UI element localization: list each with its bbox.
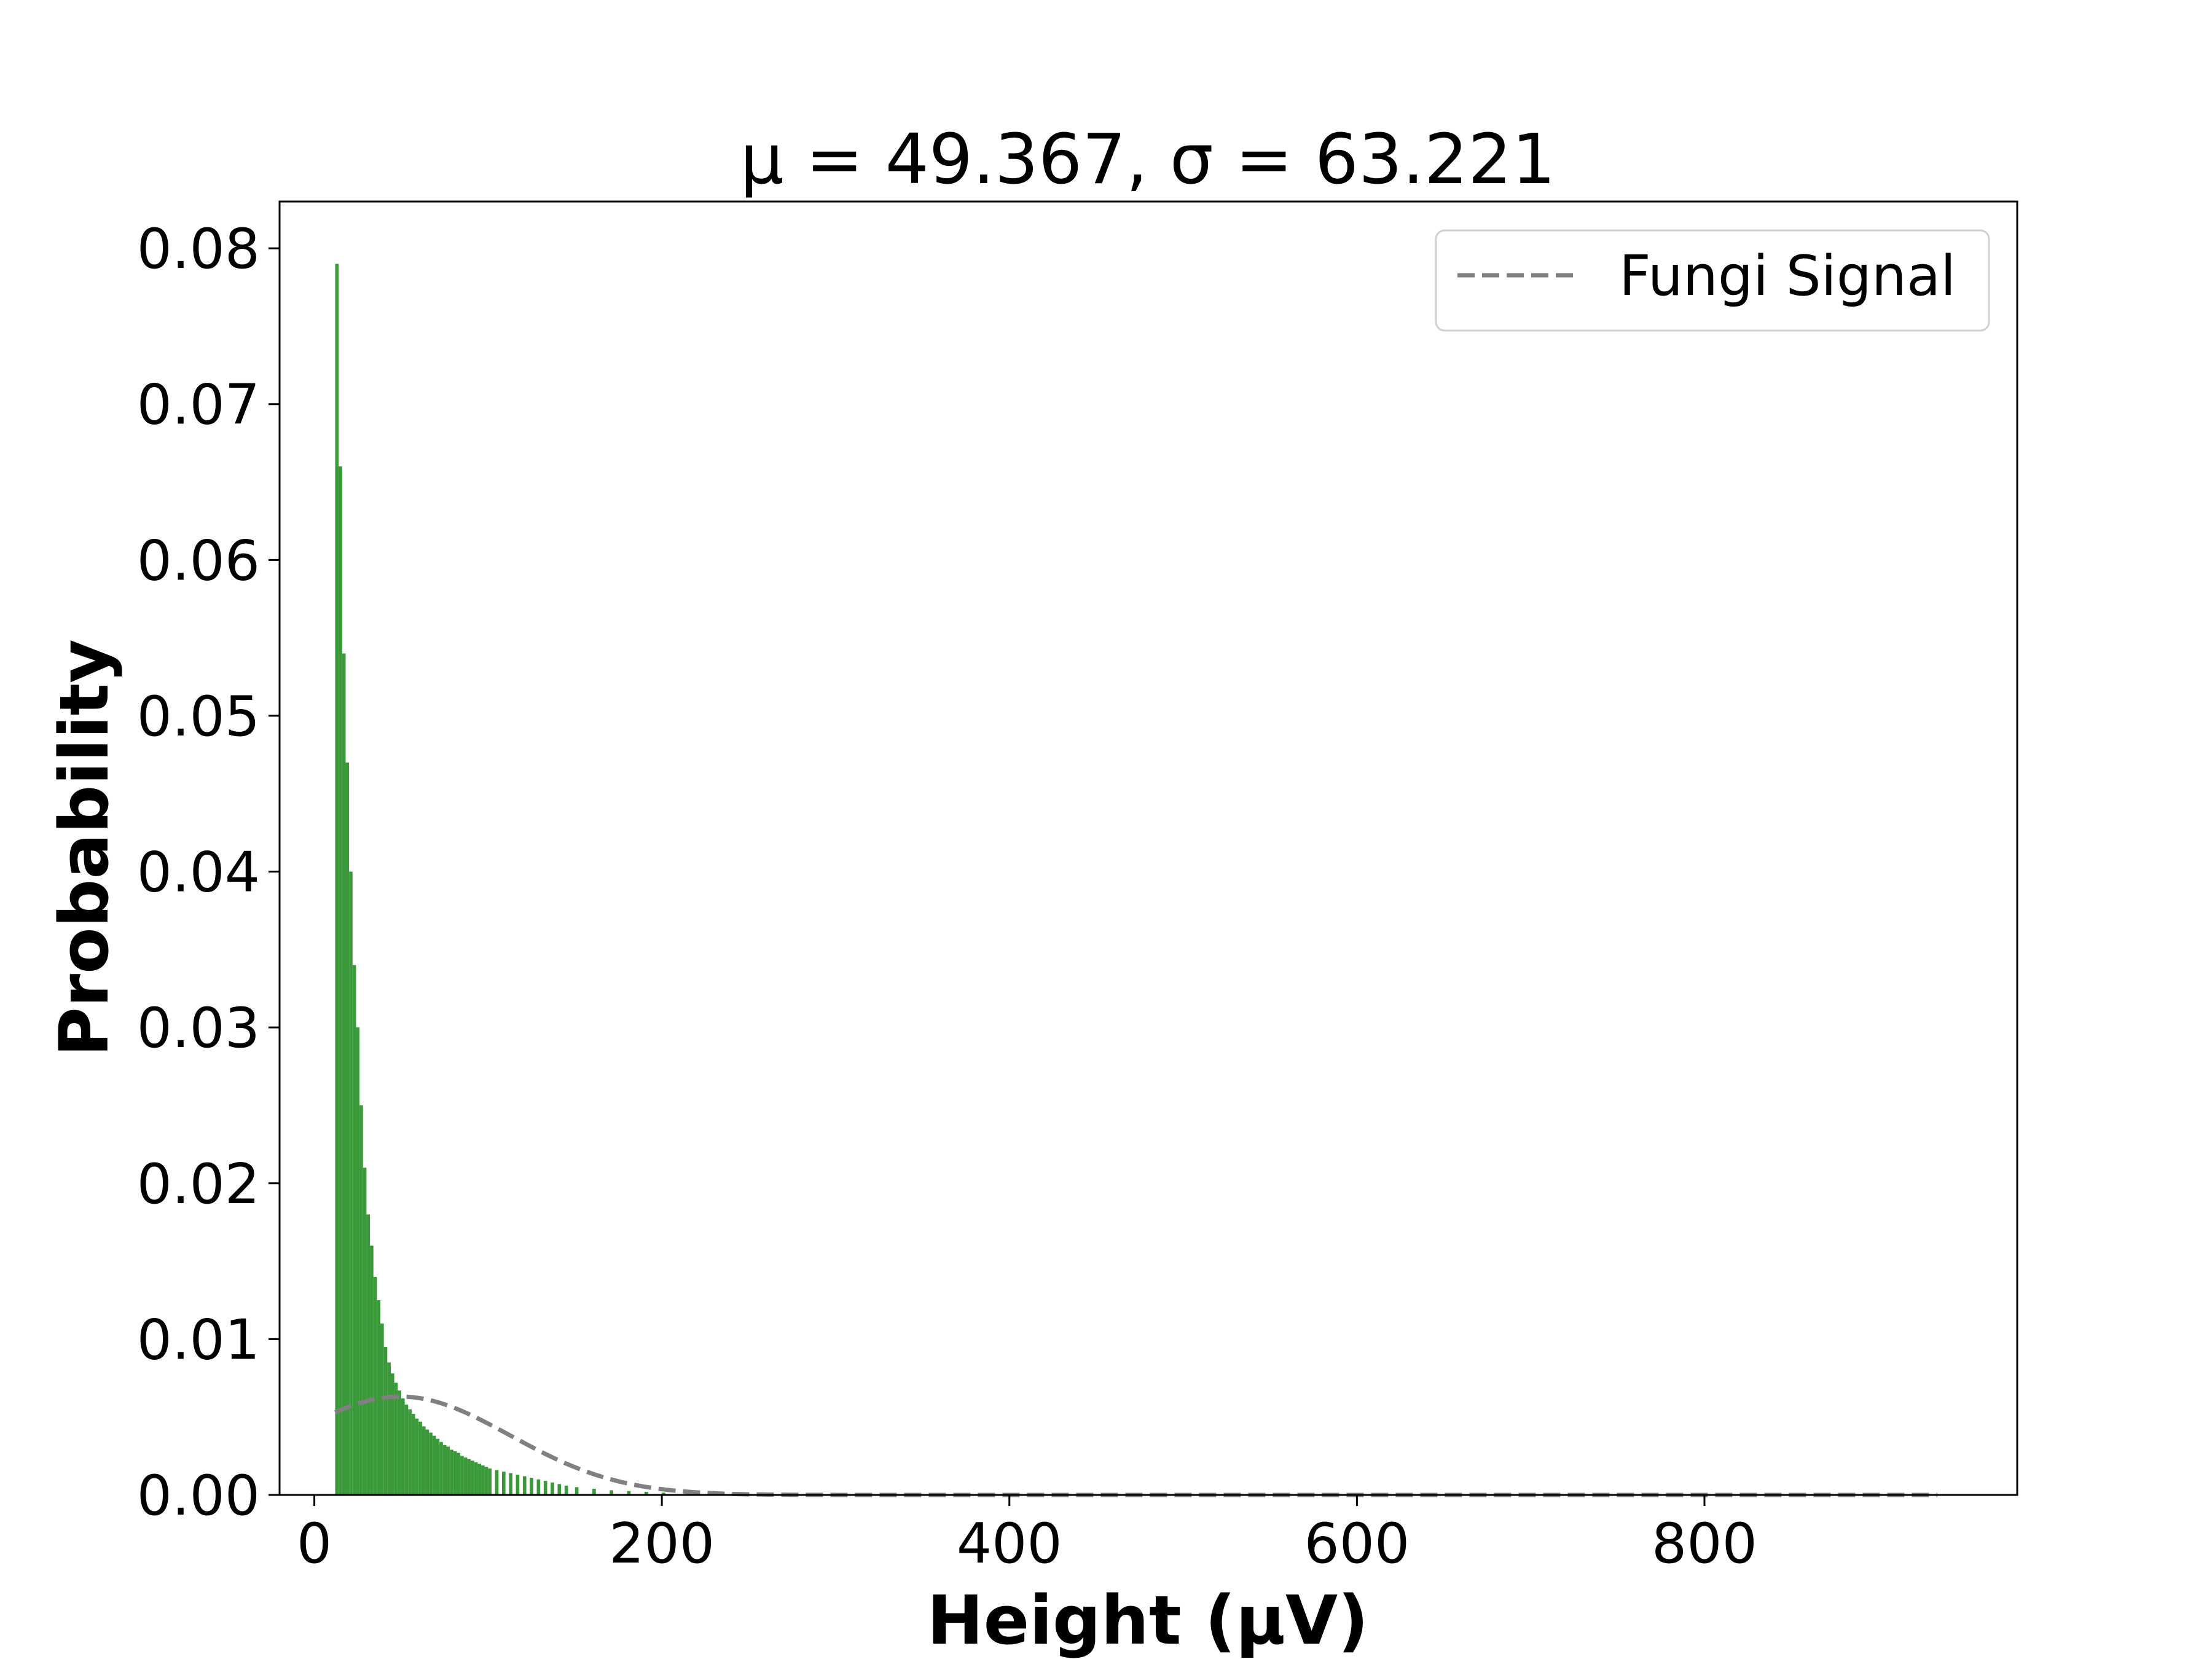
- histogram-bar-16: [390, 1373, 394, 1495]
- y-axis-label: Probability: [45, 639, 124, 1057]
- histogram-bar-55: [564, 1485, 568, 1495]
- histogram-bar-17: [394, 1382, 398, 1495]
- axes-frame: [278, 200, 2018, 1496]
- histogram-bar-44: [488, 1468, 492, 1495]
- histogram-bar-28: [432, 1435, 436, 1495]
- y-tick-label-0: 0.00: [137, 1464, 260, 1528]
- histogram-bar-34: [453, 1451, 457, 1495]
- y-axis: 0.00 0.01 0.02 0.03 0.04 0.05 0.06 0.07 0.08: [137, 217, 280, 1528]
- histogram-bar-48: [516, 1475, 520, 1495]
- histogram-bar-30: [439, 1441, 443, 1495]
- histogram-bar-37: [463, 1457, 468, 1495]
- y-tick-label-4: 0.04: [137, 841, 260, 905]
- histogram-bar-8: [363, 1167, 367, 1495]
- x-tick-label-400: 400: [957, 1512, 1062, 1576]
- legend: Fungi Signal: [1435, 229, 1990, 332]
- histogram-bar-6: [356, 1027, 360, 1495]
- histogram-bar-31: [442, 1445, 447, 1495]
- chart-title: μ = 49.367, σ = 63.221: [740, 120, 1555, 200]
- histogram-bar-20: [404, 1404, 409, 1495]
- histogram-bar-19: [401, 1398, 405, 1495]
- y-tick-label-2: 0.02: [137, 1152, 260, 1217]
- histogram-bar-29: [436, 1438, 440, 1495]
- histogram-bar-0: [335, 264, 339, 1496]
- histogram-bar-42: [481, 1465, 485, 1495]
- histogram-bar-2: [342, 653, 346, 1495]
- histogram-bar-1: [339, 466, 342, 1495]
- histogram-bars: [335, 264, 1187, 1496]
- histogram-bar-57: [592, 1488, 596, 1495]
- histogram-bar-47: [509, 1473, 512, 1495]
- y-tick-label-5: 0.05: [137, 684, 260, 749]
- x-axis: 0 200 400 600 800: [297, 1495, 1757, 1576]
- histogram-bar-33: [450, 1449, 453, 1495]
- histogram-bar-49: [522, 1476, 527, 1495]
- x-tick-label-800: 800: [1652, 1512, 1757, 1576]
- histogram-bar-21: [408, 1409, 412, 1495]
- histogram-bar-32: [446, 1446, 450, 1495]
- histogram-bar-15: [387, 1362, 391, 1495]
- x-tick-label-200: 200: [609, 1512, 715, 1576]
- histogram-bar-41: [477, 1464, 482, 1495]
- x-tick-label-0: 0: [297, 1512, 332, 1576]
- histogram-bar-24: [418, 1421, 422, 1495]
- y-tick-label-3: 0.03: [137, 996, 260, 1061]
- histogram-bar-54: [557, 1484, 562, 1495]
- histogram-bar-27: [429, 1432, 433, 1495]
- histogram-bar-23: [415, 1418, 419, 1495]
- histogram-bar-26: [425, 1429, 429, 1495]
- histogram-bar-10: [370, 1245, 374, 1495]
- y-tick-label-6: 0.06: [137, 528, 260, 593]
- histogram-bar-13: [380, 1324, 384, 1495]
- histogram-bar-53: [551, 1482, 554, 1495]
- histogram-bar-50: [530, 1478, 533, 1495]
- y-tick-label-7: 0.07: [137, 373, 260, 437]
- histogram-bar-12: [377, 1300, 381, 1495]
- histogram-bar-4: [349, 871, 353, 1495]
- histogram-bar-11: [373, 1276, 377, 1495]
- histogram-bar-14: [383, 1347, 388, 1495]
- x-axis-label: Height (μV): [927, 1581, 1369, 1659]
- histogram-bar-43: [484, 1467, 488, 1495]
- legend-box: [1435, 229, 1990, 332]
- histogram-bar-60: [644, 1491, 648, 1495]
- histogram-bar-46: [501, 1471, 506, 1495]
- histogram-bar-22: [411, 1414, 415, 1495]
- histogram-bar-39: [471, 1461, 474, 1495]
- histogram-bar-18: [398, 1390, 401, 1495]
- x-tick-label-600: 600: [1304, 1512, 1410, 1576]
- y-tick-label-1: 0.01: [137, 1308, 260, 1372]
- histogram-bar-3: [345, 763, 350, 1495]
- histogram-bar-35: [457, 1453, 461, 1495]
- histogram-bar-58: [610, 1490, 613, 1495]
- histogram-bar-45: [495, 1470, 499, 1495]
- histogram-bar-59: [627, 1491, 631, 1495]
- histogram-bar-56: [575, 1487, 579, 1495]
- legend-entry-fungi-signal: Fungi Signal: [1619, 244, 1956, 308]
- histogram-bar-61: [662, 1492, 665, 1495]
- y-tick-label-8: 0.08: [137, 217, 260, 281]
- histogram-bar-9: [366, 1214, 371, 1495]
- histogram-bar-38: [467, 1459, 471, 1495]
- histogram-bar-25: [422, 1426, 426, 1495]
- histogram-bar-36: [460, 1456, 464, 1495]
- histogram-bar-40: [474, 1462, 478, 1495]
- histogram-bar-5: [352, 965, 356, 1495]
- histogram-bar-51: [536, 1479, 541, 1495]
- histogram-bar-7: [359, 1105, 363, 1495]
- histogram-bar-52: [543, 1481, 547, 1495]
